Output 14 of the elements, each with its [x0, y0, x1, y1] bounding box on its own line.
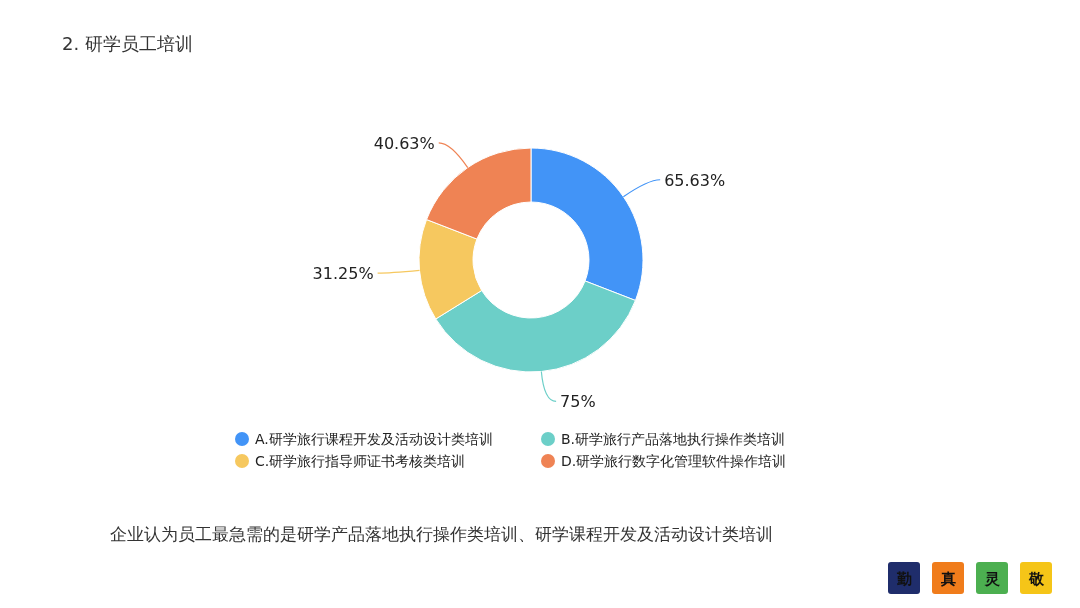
badge-tile: 真: [932, 562, 964, 594]
data-label: 31.25%: [312, 264, 374, 284]
legend-label: D.研学旅行数字化管理软件操作培训: [561, 453, 787, 469]
badge-tile: 灵: [976, 562, 1008, 594]
badge-tile: 勤: [888, 562, 920, 594]
data-label: 75%: [560, 392, 596, 412]
data-label: 65.63%: [664, 170, 726, 190]
badge-tile: 敬: [1020, 562, 1052, 594]
legend-label: C.研学旅行指导师证书考核类培训: [255, 453, 466, 469]
data-label: 40.63%: [373, 133, 435, 153]
legend-label: A.研学旅行课程开发及活动设计类培训: [255, 431, 493, 447]
chart-title: 2. 研学员工培训: [62, 33, 193, 54]
legend-label: B.研学旅行产品落地执行操作类培训: [561, 431, 786, 447]
text: 企业认为员工最急需的是研学产品落地执行操作类培训、研学课程开发及活动设计类培训: [110, 524, 773, 544]
